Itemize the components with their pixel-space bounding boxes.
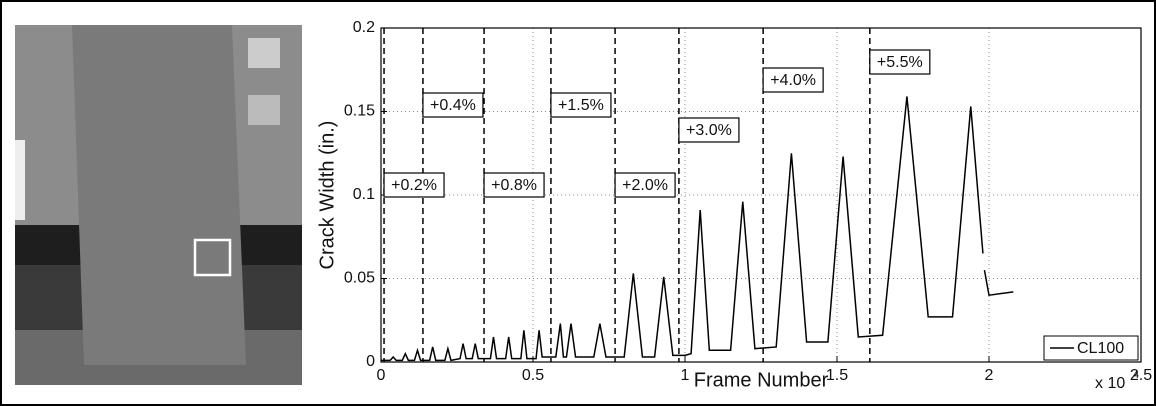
annotation: +1.5% [558, 97, 604, 114]
annotation-box [869, 49, 931, 75]
annotation: +3.0% [686, 122, 732, 139]
y-axis-label: Crack Width (in.) [316, 121, 338, 270]
specimen-photo [15, 25, 302, 385]
annotation: +4.0% [770, 72, 816, 89]
plot-frame [380, 27, 1142, 363]
x-tick-label: 0 [377, 367, 386, 384]
annotation-box [422, 92, 484, 118]
y-tick-label: 0.05 [344, 270, 375, 287]
x-multiplier: x 10 [1095, 375, 1125, 392]
annotation-box [383, 172, 445, 198]
annotation-box [550, 92, 612, 118]
annotation: +0.8% [491, 177, 537, 194]
x-tick-label: 1.5 [826, 367, 848, 384]
legend-label: CL100 [1077, 340, 1124, 357]
annotation-box [614, 172, 676, 198]
y-tick-label: 0.1 [353, 186, 375, 203]
annotation-box [678, 117, 740, 143]
x-tick-label: 2.5 [1130, 367, 1152, 384]
annotation: +0.2% [391, 177, 437, 194]
y-tick-label: 0 [366, 353, 375, 370]
annotation: +5.5% [877, 54, 923, 71]
annotation-box [762, 67, 824, 93]
x-axis-label: Frame Number [694, 369, 829, 391]
y-tick-label: 0.2 [353, 19, 375, 36]
annotation-box [483, 172, 545, 198]
x-tick-label: 1 [681, 367, 690, 384]
x-multiplier-exponent: 4 [1133, 369, 1139, 381]
series-line [983, 270, 1014, 297]
x-tick-label: 0.5 [522, 367, 544, 384]
series-line [381, 96, 984, 362]
x-tick-label: 2 [985, 367, 994, 384]
y-tick-label: 0.15 [344, 103, 375, 120]
annotation: +0.4% [430, 97, 476, 114]
annotation: +2.0% [622, 177, 668, 194]
